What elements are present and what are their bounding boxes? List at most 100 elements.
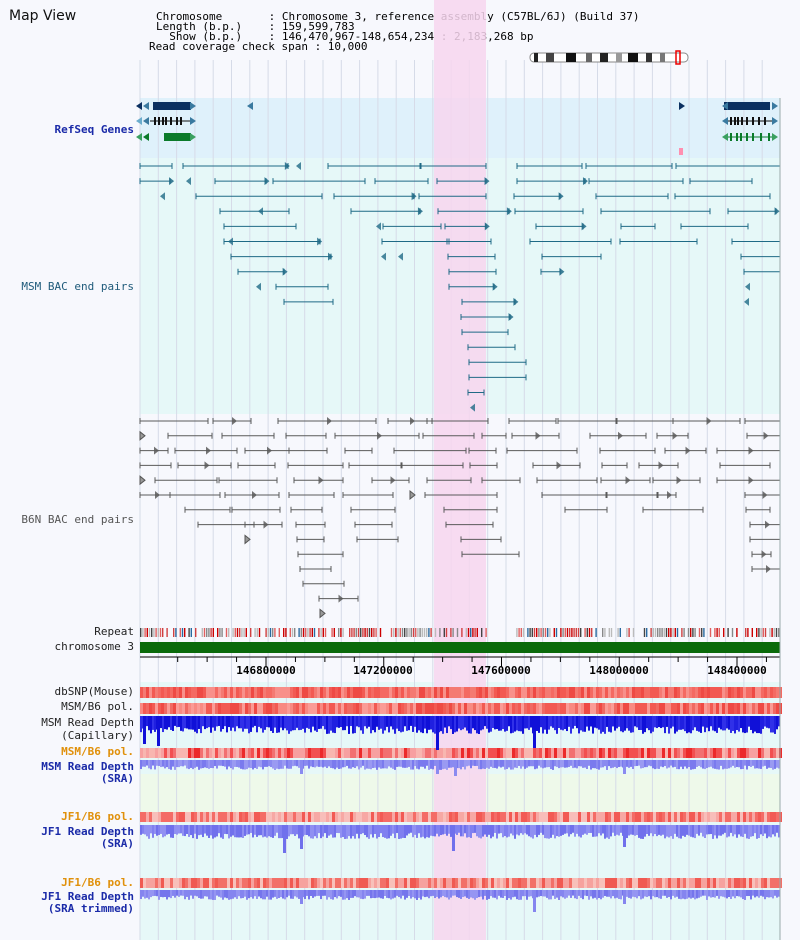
heat-cell: [518, 812, 521, 822]
heat-cell: [362, 878, 365, 888]
depth-bar: [218, 825, 220, 834]
depth-bar: [488, 890, 490, 899]
depth-bar: [298, 890, 300, 899]
depth-bar: [200, 716, 202, 734]
heat-cell: [479, 687, 482, 698]
heat-cell: [209, 748, 212, 758]
heat-cell: [404, 748, 407, 758]
heat-cell: [395, 812, 398, 822]
depth-bar: [240, 760, 242, 769]
repeat-mark: [397, 628, 399, 637]
repeat-mark: [305, 628, 307, 637]
depth-bar: [294, 825, 296, 836]
depth-bar: [208, 890, 210, 900]
heat-cell: [455, 878, 458, 888]
heat-cell: [749, 878, 752, 888]
depth-bar: [224, 825, 226, 834]
depth-bar: [188, 760, 190, 770]
heat-cell: [650, 812, 653, 822]
refseq-genes-label[interactable]: RefSeq Genes: [54, 123, 134, 136]
depth-bar: [604, 890, 606, 896]
depth-bar: [206, 716, 208, 729]
heat-cell: [608, 878, 611, 888]
heat-cell: [389, 812, 392, 822]
repeat-mark: [760, 628, 762, 637]
depth-bar: [602, 890, 604, 898]
depth-bar: [640, 760, 642, 769]
depth-bar: [392, 825, 394, 834]
heat-cell: [512, 703, 515, 714]
depth-bar: [462, 760, 464, 767]
heat-cell: [401, 687, 404, 698]
heat-cell: [248, 703, 251, 714]
heat-cell: [287, 748, 290, 758]
depth-bar: [590, 716, 592, 727]
depth-bar: [470, 716, 472, 734]
depth-bar: [362, 716, 364, 734]
depth-bar: [736, 890, 738, 897]
gene-exon: [737, 117, 739, 125]
depth-bar: [620, 760, 622, 767]
heat-cell: [320, 812, 323, 822]
repeat-mark: [173, 628, 175, 637]
depth-bar: [396, 890, 398, 896]
depth-bar: [508, 890, 510, 899]
depth-bar: [182, 760, 184, 767]
depth-bar: [260, 716, 262, 729]
depth-bar: [584, 825, 586, 834]
depth-bar: [284, 716, 286, 729]
heat-cell: [482, 703, 485, 714]
depth-bar: [382, 760, 384, 769]
depth-bar: [744, 760, 746, 766]
heat-cell: [221, 748, 224, 758]
bac-end-arrow: [328, 252, 333, 261]
depth-bar: [754, 716, 756, 732]
depth-bar: [288, 825, 290, 837]
heat-cell: [332, 878, 335, 888]
repeat-mark: [318, 628, 320, 637]
heat-cell: [296, 748, 299, 758]
heat-cell: [674, 703, 677, 714]
heat-cell: [554, 703, 557, 714]
depth-bar: [262, 716, 264, 733]
heat-cell: [563, 878, 566, 888]
heat-cell: [704, 687, 707, 698]
heat-cell: [617, 748, 620, 758]
depth-bar: [312, 760, 314, 768]
heat-cell: [251, 748, 254, 758]
depth-bar: [482, 760, 484, 769]
heat-cell: [380, 748, 383, 758]
repeat-mark: [366, 628, 368, 637]
heat-cell: [230, 878, 233, 888]
heat-cell: [584, 748, 587, 758]
heat-cell: [428, 703, 431, 714]
heat-cell: [203, 748, 206, 758]
repeat-mark: [769, 628, 771, 637]
depth-bar: [150, 890, 152, 898]
depth-bar: [604, 825, 606, 839]
heat-cell: [296, 812, 299, 822]
depth-bar: [342, 760, 344, 768]
depth-bar: [492, 760, 494, 768]
heat-cell: [491, 703, 494, 714]
depth-bar: [650, 760, 652, 767]
heat-cell: [680, 687, 683, 698]
heat-cell: [557, 812, 560, 822]
depth-bar: [322, 716, 324, 727]
depth-bar: [348, 760, 350, 769]
depth-bar: [678, 716, 680, 730]
heat-cell: [512, 687, 515, 698]
depth-bar: [730, 890, 732, 899]
depth-bar: [198, 890, 200, 899]
depth-bar: [558, 716, 560, 729]
bac-end-arrow: [762, 491, 768, 499]
heat-cell: [527, 703, 530, 714]
gene-exon: [154, 117, 156, 125]
depth-bar: [204, 760, 206, 768]
heat-cell: [344, 878, 347, 888]
depth-bar: [528, 890, 530, 897]
heat-cell: [179, 878, 182, 888]
depth-bar: [246, 825, 248, 835]
heat-cell: [323, 687, 326, 698]
